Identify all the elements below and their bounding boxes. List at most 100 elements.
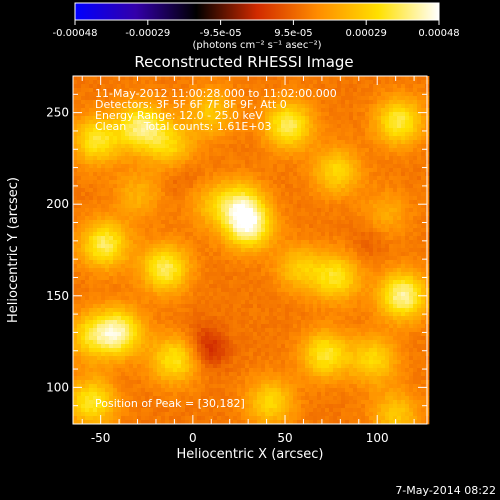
- heatmap-cell: [125, 196, 130, 201]
- heatmap-cell: [253, 160, 258, 165]
- heatmap-cell: [201, 316, 206, 321]
- heatmap-cell: [109, 208, 114, 213]
- heatmap-cell: [133, 220, 138, 225]
- heatmap-cell: [109, 220, 114, 225]
- heatmap-cell: [109, 180, 114, 185]
- heatmap-cell: [241, 292, 246, 297]
- heatmap-cell: [297, 272, 302, 277]
- heatmap-cell: [165, 212, 170, 217]
- heatmap-cell: [205, 344, 210, 349]
- heatmap-cell: [117, 152, 122, 157]
- heatmap-cell: [153, 92, 158, 97]
- heatmap-cell: [205, 380, 210, 385]
- heatmap-cell: [161, 340, 166, 345]
- heatmap-cell: [233, 236, 238, 241]
- heatmap-cell: [297, 204, 302, 209]
- heatmap-cell: [173, 224, 178, 229]
- heatmap-cell: [245, 336, 250, 341]
- heatmap-cell: [277, 196, 282, 201]
- heatmap-cell: [81, 384, 86, 389]
- heatmap-cell: [129, 204, 134, 209]
- heatmap-cell: [101, 340, 106, 345]
- heatmap-cell: [153, 268, 158, 273]
- heatmap-cell: [209, 404, 214, 409]
- heatmap-cell: [269, 376, 274, 381]
- heatmap-cell: [273, 92, 278, 97]
- heatmap-cell: [177, 192, 182, 197]
- heatmap-cell: [237, 116, 242, 121]
- heatmap-cell: [149, 112, 154, 117]
- heatmap-cell: [209, 356, 214, 361]
- heatmap-cell: [157, 280, 162, 285]
- heatmap-cell: [293, 328, 298, 333]
- heatmap-cell: [265, 308, 270, 313]
- heatmap-cell: [253, 344, 258, 349]
- heatmap-cell: [249, 136, 254, 141]
- heatmap-cell: [205, 208, 210, 213]
- heatmap-cell: [81, 356, 86, 361]
- heatmap-cell: [209, 168, 214, 173]
- heatmap-cell: [249, 84, 254, 89]
- heatmap-cell: [249, 152, 254, 157]
- heatmap-cell: [197, 380, 202, 385]
- heatmap-cell: [81, 328, 86, 333]
- heatmap-cell: [117, 124, 122, 129]
- heatmap-cell: [165, 160, 170, 165]
- heatmap-cell: [285, 260, 290, 265]
- heatmap-cell: [101, 256, 106, 261]
- heatmap-cell: [205, 112, 210, 117]
- heatmap-cell: [281, 412, 286, 417]
- heatmap-cell: [109, 380, 114, 385]
- heatmap-cell: [301, 160, 306, 165]
- heatmap-cell: [257, 372, 262, 377]
- heatmap-cell: [113, 80, 118, 85]
- heatmap-cell: [241, 372, 246, 377]
- heatmap-cell: [249, 416, 254, 421]
- heatmap-cell: [73, 100, 78, 105]
- heatmap-cell: [137, 196, 142, 201]
- heatmap-cell: [209, 328, 214, 333]
- colorbar-tick-label: 0.00048: [418, 28, 459, 39]
- heatmap-cell: [261, 356, 266, 361]
- heatmap-cell: [153, 172, 158, 177]
- heatmap-cell: [281, 404, 286, 409]
- heatmap-cell: [81, 88, 86, 93]
- heatmap-cell: [189, 332, 194, 337]
- heatmap-cell: [269, 196, 274, 201]
- heatmap-cell: [113, 420, 118, 425]
- heatmap-cell: [141, 220, 146, 225]
- heatmap-cell: [181, 76, 186, 81]
- heatmap-cell: [73, 240, 78, 245]
- heatmap-cell: [173, 108, 178, 113]
- heatmap-cell: [89, 176, 94, 181]
- heatmap-cell: [125, 364, 130, 369]
- heatmap-cell: [269, 272, 274, 277]
- heatmap-cell: [113, 332, 118, 337]
- heatmap-cell: [93, 400, 98, 405]
- heatmap-cell: [181, 88, 186, 93]
- heatmap-cell: [133, 108, 138, 113]
- heatmap-cell: [269, 332, 274, 337]
- heatmap-cell: [269, 176, 274, 181]
- heatmap-cell: [81, 180, 86, 185]
- heatmap-cell: [153, 212, 158, 217]
- heatmap-cell: [241, 76, 246, 81]
- heatmap-cell: [89, 188, 94, 193]
- heatmap-cell: [165, 344, 170, 349]
- heatmap-cell: [285, 408, 290, 413]
- heatmap-cell: [273, 260, 278, 265]
- heatmap-cell: [269, 220, 274, 225]
- heatmap-cell: [205, 88, 210, 93]
- heatmap-cell: [285, 296, 290, 301]
- heatmap-cell: [81, 140, 86, 145]
- heatmap-cell: [157, 136, 162, 141]
- heatmap-cell: [97, 276, 102, 281]
- heatmap-cell: [97, 192, 102, 197]
- heatmap-cell: [269, 344, 274, 349]
- heatmap-cell: [221, 344, 226, 349]
- heatmap-cell: [77, 308, 82, 313]
- heatmap-cell: [129, 228, 134, 233]
- heatmap-cell: [205, 152, 210, 157]
- heatmap-cell: [213, 276, 218, 281]
- heatmap-cell: [257, 160, 262, 165]
